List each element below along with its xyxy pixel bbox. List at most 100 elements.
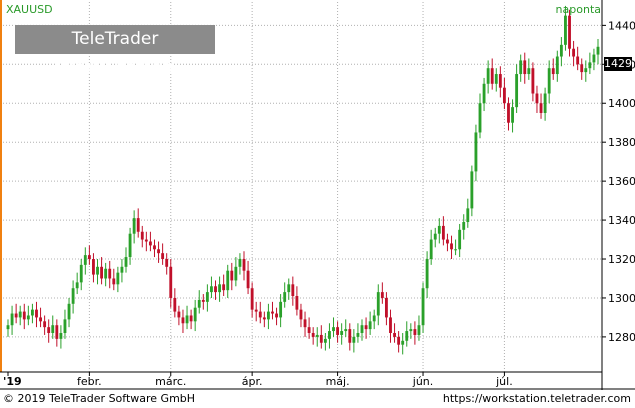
candle-body — [336, 327, 340, 335]
candle-body — [490, 68, 494, 84]
candle-body — [527, 68, 531, 75]
candle-body — [389, 317, 392, 334]
candle-body — [352, 336, 356, 343]
candle-body — [128, 233, 132, 258]
candle-body — [299, 309, 303, 320]
candle-body — [55, 325, 59, 339]
candle-body — [222, 284, 226, 291]
candle-body — [515, 74, 519, 108]
candle-body — [120, 266, 124, 273]
candle-body — [157, 249, 160, 254]
candle-body — [193, 307, 197, 322]
candle-body — [340, 331, 344, 335]
grid-lines — [0, 2, 602, 372]
candle-body — [104, 268, 108, 279]
copyright-text: © 2019 TeleTrader Software GmbH — [3, 392, 196, 405]
candle-series — [6, 5, 600, 355]
candle-body — [271, 311, 274, 314]
candle-body — [543, 93, 547, 113]
candle-body — [397, 336, 401, 345]
y-tick-label: 1380 — [608, 136, 635, 149]
x-tick-label: júl. — [495, 375, 513, 388]
candle-body — [14, 313, 18, 318]
candle-body — [507, 103, 510, 123]
candle-body — [230, 270, 234, 281]
candle-body — [83, 255, 87, 265]
candle-body — [523, 60, 527, 75]
candle-body — [59, 333, 63, 339]
period-label[interactable]: naponta — [555, 3, 601, 16]
candle-body — [372, 315, 376, 322]
candle-body — [572, 48, 576, 57]
candle-body — [494, 74, 498, 84]
candle-body — [511, 107, 514, 123]
candle-body — [173, 297, 177, 312]
candle-body — [319, 334, 323, 343]
website-link[interactable]: https://workstation.teletrader.com — [442, 392, 631, 405]
candle-body — [22, 311, 26, 320]
candle-body — [559, 44, 563, 57]
candle-body — [539, 103, 543, 113]
candle-body — [254, 309, 258, 312]
candle-body — [132, 218, 136, 234]
candle-body — [356, 333, 360, 337]
candle-body — [51, 325, 55, 334]
candle-body — [413, 329, 417, 335]
candle-body — [153, 245, 156, 250]
candle-body — [555, 56, 559, 75]
candle-body — [197, 299, 201, 308]
y-tick-label: 1440 — [608, 19, 635, 32]
candle-body — [592, 54, 596, 63]
candle-body — [161, 253, 165, 260]
candle-body — [547, 68, 551, 94]
candle-body — [275, 313, 278, 318]
candle-body — [283, 292, 287, 302]
candle-body — [6, 325, 10, 330]
candle-body — [450, 243, 453, 250]
candle-body — [262, 317, 266, 320]
y-tick-label: 1340 — [608, 214, 635, 227]
candle-body — [79, 264, 83, 283]
candle-body — [328, 331, 331, 339]
candle-body — [384, 297, 388, 318]
candle-body — [144, 239, 148, 242]
candle-body — [10, 313, 14, 326]
candle-body — [535, 93, 539, 104]
candle-body — [295, 296, 299, 310]
candle-body — [462, 222, 466, 230]
candle-body — [307, 327, 311, 334]
x-tick-label: jún. — [412, 375, 434, 388]
y-tick-label: 1300 — [608, 292, 635, 305]
candle-body — [486, 68, 490, 84]
candle-body — [303, 319, 307, 328]
x-tick-label: márc. — [155, 375, 186, 388]
x-tick-label: ápr. — [242, 375, 263, 388]
candle-body — [116, 272, 120, 285]
candle-body — [332, 327, 335, 332]
candle-body — [189, 315, 193, 322]
candle-body — [210, 286, 213, 293]
candle-body — [470, 171, 474, 209]
candle-body — [360, 325, 364, 334]
candle-body — [234, 266, 238, 281]
candle-body — [279, 301, 283, 318]
candle-body — [441, 225, 445, 240]
teletrader-logo: TeleTrader WorkStation — [15, 25, 215, 78]
candle-body — [177, 311, 181, 318]
candle-body — [454, 249, 458, 251]
candle-body — [466, 208, 470, 223]
candle-body — [43, 321, 47, 328]
candle-body — [47, 327, 51, 334]
candle-body — [425, 259, 429, 289]
candle-body — [246, 270, 250, 289]
candle-body — [564, 15, 567, 45]
y-tick-label: 1320 — [608, 253, 635, 266]
candle-body — [580, 64, 584, 73]
candle-body — [242, 259, 246, 271]
symbol-label: XAUUSD — [6, 3, 53, 16]
candle-body — [344, 329, 348, 332]
candle-body — [238, 259, 242, 267]
candle-body — [380, 292, 384, 298]
candle-body — [100, 266, 104, 279]
